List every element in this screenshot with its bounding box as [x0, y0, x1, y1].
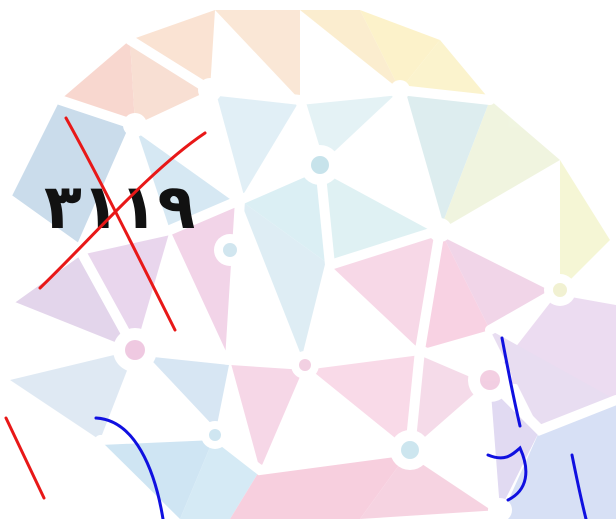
red-slash-mark — [4, 416, 46, 500]
blue-hook-mark — [486, 445, 528, 502]
red-cross-stroke-1 — [64, 116, 177, 332]
red-cross-stroke-2 — [38, 131, 207, 290]
blue-curve-mark — [94, 416, 165, 519]
blue-right-stroke — [570, 453, 588, 519]
blue-vertical-mark — [500, 336, 522, 428]
